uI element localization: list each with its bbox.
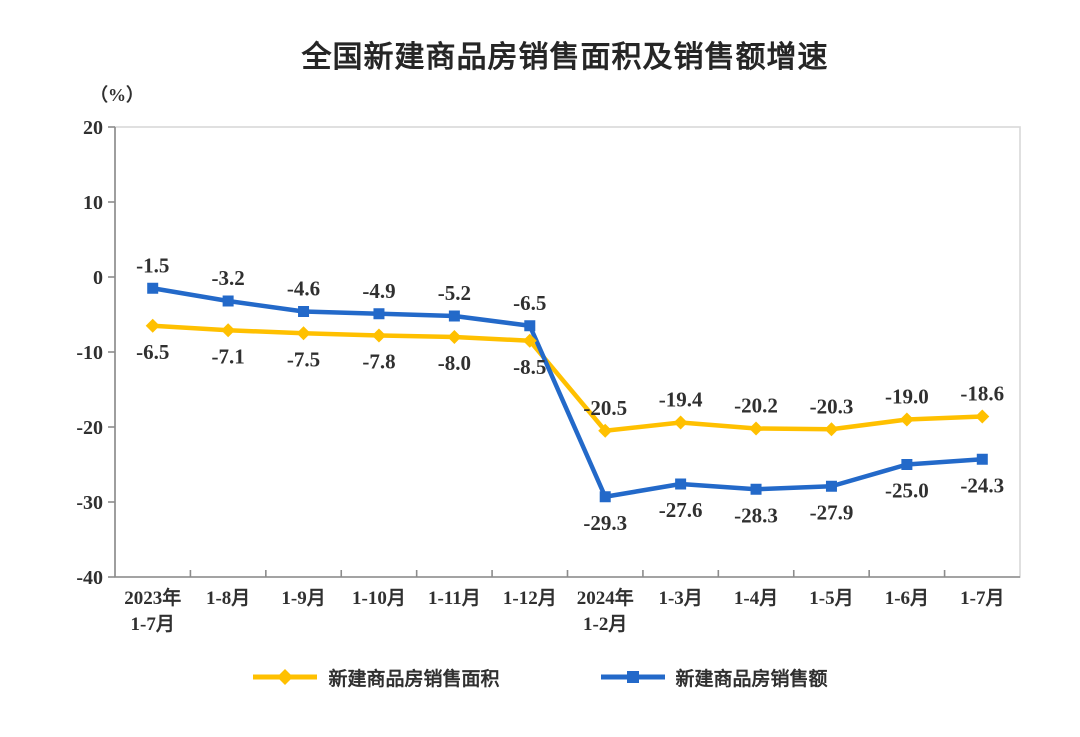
data-label: -8.0 — [438, 351, 471, 375]
data-label: -25.0 — [885, 479, 929, 503]
y-axis-label: -40 — [76, 567, 103, 589]
x-axis-label: 1-12月 — [503, 588, 557, 609]
x-axis-label: 1-7月 — [960, 588, 1004, 609]
y-axis-label: -30 — [76, 492, 103, 514]
data-label: -3.2 — [212, 266, 245, 290]
x-axis-label: 1-3月 — [658, 588, 702, 609]
data-label: -20.5 — [583, 396, 627, 420]
legend-label-sales-amount: 新建商品房销售额 — [675, 668, 828, 690]
x-axis-label: 1-8月 — [206, 588, 250, 609]
data-label: -20.2 — [734, 394, 778, 418]
legend-marker-diamond-icon — [253, 669, 318, 685]
diamond-marker-icon — [371, 328, 386, 343]
x-axis-label: 1-10月 — [352, 588, 406, 609]
y-axis-unit-label: （%） — [90, 85, 144, 105]
x-axis-label: 1-5月 — [809, 588, 853, 609]
data-label: -4.9 — [362, 279, 395, 303]
data-label: -27.9 — [810, 500, 854, 524]
diamond-marker-icon — [899, 412, 914, 427]
data-label: -18.6 — [960, 382, 1004, 406]
square-marker-icon — [147, 282, 159, 294]
diamond-marker-icon — [296, 326, 311, 341]
legend-item-sales-amount: 新建商品房销售额 — [600, 664, 828, 691]
square-marker-icon — [825, 480, 837, 492]
y-axis-label: 20 — [83, 117, 103, 139]
y-axis-label: -10 — [76, 342, 103, 364]
legend-item-sales-area: 新建商品房销售面积 — [252, 664, 500, 691]
chart-title: 全国新建商品房销售面积及销售额增速 — [301, 41, 829, 74]
square-marker-icon — [448, 310, 460, 322]
diamond-marker-icon — [975, 409, 990, 424]
diamond-marker-icon — [673, 415, 688, 430]
y-axis-label: 0 — [93, 267, 103, 289]
data-label: -6.5 — [136, 340, 169, 364]
data-label: -6.5 — [513, 291, 546, 315]
data-label: -5.2 — [438, 281, 471, 305]
series-line-1 — [150, 286, 985, 499]
x-axis-label: 1-4月 — [734, 588, 778, 609]
y-axis-label: 10 — [83, 192, 103, 214]
line-chart-plot: （%） -40 -30 -20 -10 0 10 20 2023年 1-7月 1-8月 1-9月 1-1… — [76, 85, 1021, 635]
data-label: -4.6 — [287, 277, 320, 301]
square-marker-icon — [901, 459, 913, 470]
data-label: -27.6 — [659, 498, 703, 522]
legend-marker-square-icon — [600, 671, 665, 683]
data-label: -1.5 — [136, 253, 169, 277]
square-marker-icon — [976, 453, 988, 465]
diamond-marker-icon — [221, 323, 236, 338]
data-label: -19.0 — [885, 385, 929, 409]
square-marker-icon — [675, 478, 687, 490]
x-axis-label: 1-11月 — [428, 588, 481, 609]
square-marker-icon — [373, 308, 385, 320]
square-marker-icon — [222, 295, 234, 307]
diamond-marker-icon — [447, 330, 462, 344]
y-axis-label: -20 — [76, 417, 103, 439]
legend-label-sales-area: 新建商品房销售面积 — [328, 668, 500, 690]
square-marker-icon — [524, 320, 536, 332]
data-label: -24.3 — [960, 473, 1004, 497]
diamond-marker-icon — [749, 421, 764, 436]
data-label: -8.5 — [513, 355, 546, 379]
data-label: -7.5 — [287, 347, 320, 371]
square-marker-icon — [599, 491, 611, 503]
data-label: -7.8 — [362, 350, 395, 374]
series-line-0 — [150, 323, 985, 433]
square-marker-icon — [750, 483, 762, 495]
diamond-marker-icon — [824, 422, 839, 437]
data-label: -19.4 — [659, 388, 703, 412]
plot-border — [114, 126, 1021, 578]
data-label: -28.3 — [734, 503, 778, 527]
data-label: -29.3 — [583, 511, 627, 535]
x-axis-label: 2024年 1-2月 — [577, 586, 634, 635]
x-axis-label: 1-6月 — [885, 588, 929, 609]
x-axis-label: 1-9月 — [281, 588, 325, 609]
diamond-marker-icon — [522, 333, 537, 348]
data-label: -20.3 — [810, 394, 854, 418]
square-marker-icon — [298, 306, 310, 317]
diamond-marker-icon — [145, 318, 160, 333]
data-label: -7.1 — [212, 344, 245, 368]
chart-legend: 新建商品房销售面积 新建商品房销售额 — [0, 660, 1080, 694]
diamond-marker-icon — [598, 423, 613, 438]
x-axis-label: 2023年 1-7月 — [124, 586, 181, 635]
